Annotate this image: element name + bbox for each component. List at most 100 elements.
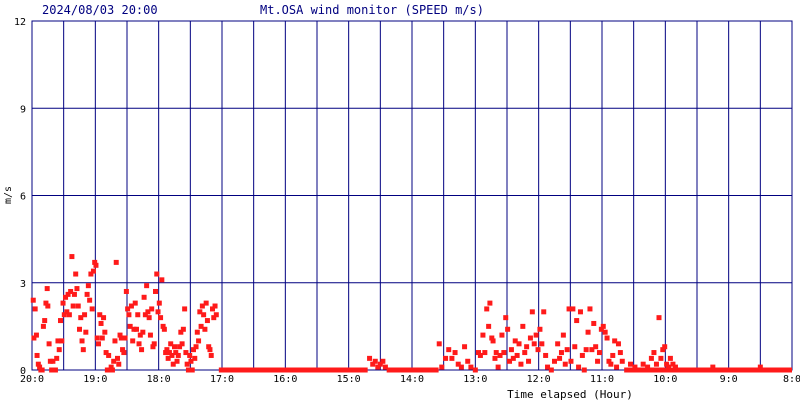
- data-point: [572, 344, 578, 350]
- data-point: [564, 347, 570, 353]
- data-point: [510, 355, 516, 361]
- data-point: [587, 306, 593, 312]
- data-point: [87, 297, 93, 303]
- data-point: [97, 312, 103, 318]
- data-point: [455, 361, 461, 367]
- data-point: [612, 338, 618, 344]
- data-point: [370, 361, 376, 367]
- data-point: [89, 306, 95, 312]
- data-point: [372, 358, 378, 364]
- data-point: [436, 341, 442, 347]
- data-point: [560, 332, 566, 338]
- data-point: [127, 323, 133, 329]
- data-point: [558, 350, 564, 356]
- data-point: [541, 309, 547, 315]
- data-point: [78, 315, 84, 321]
- data-point: [593, 344, 599, 350]
- data-point: [146, 315, 152, 321]
- data-point: [168, 341, 174, 347]
- data-point: [30, 297, 36, 303]
- data-point: [535, 347, 541, 353]
- data-point: [73, 271, 79, 277]
- y-tick-label: 3: [20, 279, 26, 290]
- data-point: [497, 352, 503, 358]
- data-point: [446, 347, 452, 353]
- data-point-run: [624, 367, 792, 373]
- data-point: [443, 355, 449, 361]
- data-point: [61, 312, 67, 318]
- data-point: [34, 352, 40, 358]
- data-point: [131, 326, 137, 332]
- x-tick-label: 19:0: [83, 374, 107, 385]
- data-point: [548, 367, 554, 373]
- y-tick-label: 12: [14, 17, 26, 28]
- data-point: [484, 306, 490, 312]
- data-point: [63, 294, 69, 300]
- data-point: [111, 358, 117, 364]
- data-point: [166, 350, 172, 356]
- data-point: [375, 364, 381, 370]
- data-point: [495, 364, 501, 370]
- data-point: [69, 254, 75, 260]
- data-point: [480, 332, 486, 338]
- data-point: [664, 361, 670, 367]
- data-point: [207, 347, 213, 353]
- data-point: [120, 347, 126, 353]
- data-point: [539, 341, 545, 347]
- data-point: [33, 332, 39, 338]
- data-point: [109, 367, 115, 373]
- data-point: [197, 309, 203, 315]
- data-point: [492, 355, 498, 361]
- data-point: [84, 291, 90, 297]
- chart-title: Mt.OSA wind monitor (SPEED m/s): [260, 3, 484, 17]
- data-point: [595, 358, 601, 364]
- data-point: [107, 367, 113, 373]
- data-point: [507, 358, 513, 364]
- data-point: [380, 358, 386, 364]
- y-tick-labels: 0 3 6 9 12: [14, 17, 26, 377]
- data-point: [640, 361, 646, 367]
- data-point: [150, 344, 156, 350]
- data-point: [206, 344, 212, 350]
- data-point: [42, 318, 48, 324]
- data-point: [83, 329, 89, 335]
- data-point: [113, 259, 119, 265]
- data-point: [156, 300, 162, 306]
- data-point: [514, 352, 520, 358]
- data-point: [121, 350, 127, 356]
- data-point: [142, 312, 148, 318]
- x-tick-label: 18:0: [147, 374, 171, 385]
- data-point: [50, 358, 56, 364]
- data-point: [533, 332, 539, 338]
- data-point: [77, 326, 82, 332]
- data-point: [490, 338, 496, 344]
- data-point: [192, 355, 198, 361]
- data-point: [653, 361, 659, 367]
- data-point: [486, 323, 492, 329]
- data-point: [505, 326, 511, 332]
- data-point: [151, 341, 157, 347]
- data-point: [487, 300, 493, 306]
- data-point: [187, 352, 193, 358]
- data-point: [35, 361, 41, 367]
- data-point: [589, 347, 595, 353]
- data-point: [128, 303, 134, 309]
- x-tick-label: 14:0: [400, 374, 424, 385]
- data-point: [88, 271, 94, 277]
- data-point: [194, 329, 200, 335]
- data-point: [198, 323, 204, 329]
- data-point: [377, 361, 383, 367]
- data-point: [476, 350, 481, 356]
- header-timestamp: 2024/08/03 20:00: [42, 3, 158, 17]
- data-point: [604, 335, 610, 341]
- data-point: [58, 318, 63, 324]
- data-point: [518, 361, 524, 367]
- data-point: [449, 355, 455, 361]
- data-point: [465, 358, 471, 364]
- data-point: [104, 367, 110, 373]
- data-point: [169, 352, 175, 358]
- data-point: [134, 326, 139, 332]
- data-point: [596, 350, 602, 356]
- data-point: [68, 288, 74, 294]
- data-point: [32, 306, 38, 312]
